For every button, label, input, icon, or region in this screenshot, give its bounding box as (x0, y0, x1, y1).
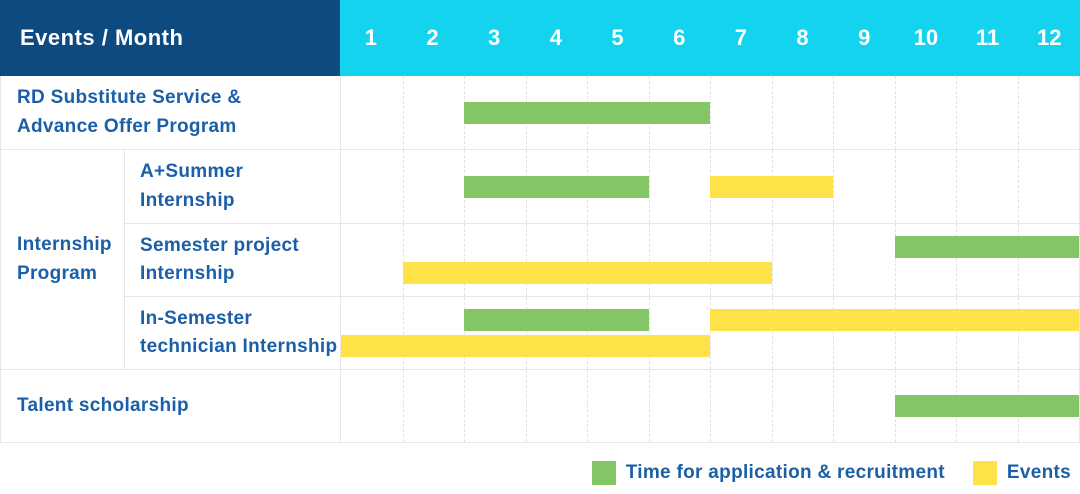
month-axis: 1 2 3 4 5 6 7 8 9 10 11 12 (340, 0, 1080, 76)
row-label: Talent scholarship (1, 370, 341, 442)
chart-cell (341, 224, 1079, 296)
month-label: 3 (488, 25, 501, 50)
month-gridline (894, 150, 896, 223)
group-subrows: A+Summer Internship Semester project Inte… (125, 150, 1079, 369)
month-gridline (894, 297, 896, 369)
month-gridline (648, 224, 650, 296)
month-label: 9 (858, 25, 871, 50)
legend-swatch-events (972, 461, 997, 485)
month-label: 6 (673, 25, 686, 50)
month-gridline (402, 224, 404, 296)
month-gridline (956, 76, 957, 149)
table-row: In-Semester technician Internship (125, 296, 1079, 369)
month-gridline (710, 370, 711, 442)
month-gridline (1017, 150, 1019, 223)
month-gridline (525, 370, 527, 442)
month-gridline (771, 224, 773, 296)
events-bar (402, 262, 772, 284)
schedule-table: Events / Month 1 2 3 4 5 6 7 8 9 10 11 12 RD Substi… (0, 0, 1080, 443)
month-gridline (402, 76, 404, 149)
events-bar (341, 335, 710, 357)
table-row: Talent scholarship (1, 369, 1079, 442)
month-gridline (587, 224, 588, 296)
month-label: 11 (975, 25, 1000, 50)
events-bar (710, 175, 833, 198)
month-gridline (464, 297, 465, 369)
application-bar (464, 175, 649, 198)
month-gridline (956, 297, 957, 369)
row-label: Semester project Internship (125, 224, 341, 296)
legend-item-events: Events (972, 461, 1071, 485)
month-gridline (833, 370, 834, 442)
row-label: In-Semester technician Internship (125, 297, 341, 369)
month-gridline (833, 150, 834, 223)
month-gridline (402, 297, 404, 369)
month-gridline (648, 297, 650, 369)
month-label: 2 (426, 25, 439, 50)
month-label: 8 (796, 25, 809, 50)
month-gridline (402, 150, 404, 223)
month-label: 4 (549, 25, 562, 50)
month-gridline (894, 76, 896, 149)
month-gridline (587, 297, 588, 369)
month-label: 7 (734, 25, 747, 50)
month-label: 12 (1036, 25, 1062, 50)
chart-cell (341, 297, 1079, 369)
month-gridline (648, 150, 650, 223)
gantt-body: RD Substitute Service & Advance Offer Pr… (0, 76, 1080, 443)
month-gridline (1017, 224, 1019, 296)
row-group: Internship Program A+Summer Internship Sem… (1, 149, 1079, 369)
month-gridline (1017, 297, 1019, 369)
header-row: Events / Month 1 2 3 4 5 6 7 8 9 10 11 12 (0, 0, 1080, 76)
month-gridline (587, 370, 588, 442)
month-gridline (771, 297, 773, 369)
table-row: A+Summer Internship (125, 150, 1079, 223)
month-gridline (771, 370, 773, 442)
application-bar (894, 395, 1079, 417)
month-gridline (525, 224, 527, 296)
month-gridline (956, 224, 957, 296)
month-gridline (710, 76, 711, 149)
legend-label: Events (1006, 462, 1071, 483)
legend-label: Time for application & recruitment (625, 462, 945, 483)
application-bar (894, 236, 1079, 258)
chart-cell (341, 76, 1079, 149)
month-label: 10 (913, 25, 939, 50)
chart-cell (341, 150, 1079, 223)
month-gridline (648, 370, 650, 442)
events-bar (710, 309, 1079, 331)
month-gridline (1017, 76, 1019, 149)
month-gridline (525, 297, 527, 369)
month-gridline (771, 76, 773, 149)
chart-cell (341, 370, 1079, 442)
legend-swatch-application (591, 461, 616, 485)
month-gridline (956, 150, 957, 223)
month-gridline (710, 224, 711, 296)
table-row: RD Substitute Service & Advance Offer Pr… (1, 76, 1079, 149)
row-label: A+Summer Internship (125, 150, 341, 223)
month-gridline (833, 224, 834, 296)
application-bar (464, 309, 649, 331)
month-gridline (402, 370, 404, 442)
month-gridline (464, 370, 465, 442)
row-label: RD Substitute Service & Advance Offer Pr… (1, 76, 341, 149)
legend: Time for application & recruitment Events (0, 461, 1080, 485)
table-row: Semester project Internship (125, 223, 1079, 296)
group-label: Internship Program (1, 150, 125, 369)
month-gridline (464, 224, 465, 296)
month-gridline (833, 76, 834, 149)
month-gridline (710, 297, 711, 369)
month-label: 5 (611, 25, 624, 50)
application-bar (464, 101, 710, 124)
month-label: 1 (364, 25, 377, 50)
legend-item-application: Time for application & recruitment (591, 461, 945, 485)
month-gridline (894, 224, 896, 296)
month-gridline (833, 297, 834, 369)
events-month-header-cell: Events / Month (0, 0, 340, 76)
